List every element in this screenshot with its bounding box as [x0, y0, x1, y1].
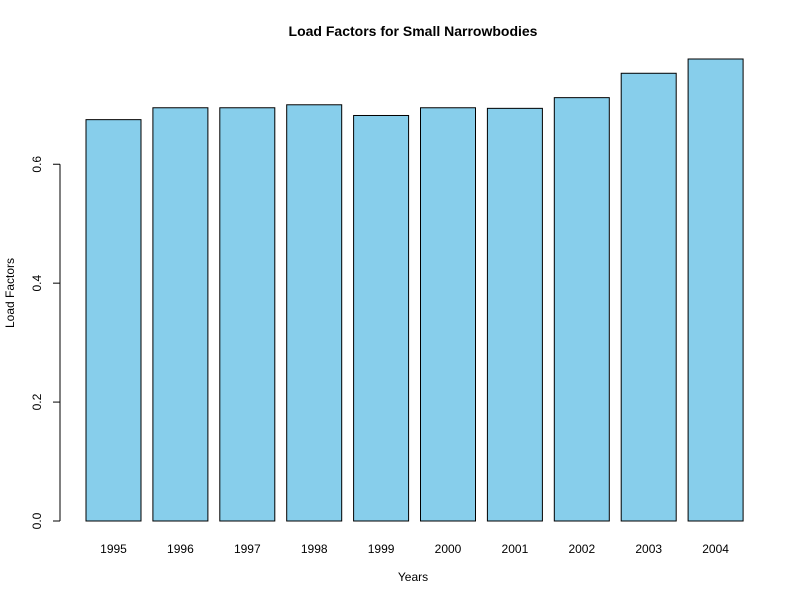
bar-1997 — [219, 107, 276, 522]
x-tick-labels: 1995 1996 1997 1998 1999 2000 2001 2002 2003 2004 — [100, 542, 729, 556]
x-tick-label-2004: 2004 — [702, 542, 729, 556]
x-tick-label-1996: 1996 — [167, 542, 194, 556]
x-tick-label-1998: 1998 — [301, 542, 328, 556]
y-axis: 0.0 0.2 0.4 0.6 — [30, 156, 61, 529]
bar-2000 — [420, 107, 476, 522]
bar-1998 — [286, 104, 343, 522]
bar-2002 — [553, 97, 610, 522]
x-tick-label-2003: 2003 — [635, 542, 662, 556]
x-tick-label-2002: 2002 — [568, 542, 595, 556]
bar-1996 — [152, 107, 209, 522]
y-axis-label: Load Factors — [3, 258, 17, 328]
bar-1999 — [353, 114, 410, 522]
bar-2003 — [620, 72, 677, 522]
x-tick-label-1995: 1995 — [100, 542, 127, 556]
y-tick-label: 0.6 — [30, 156, 44, 173]
x-tick-label-2000: 2000 — [435, 542, 462, 556]
bar-1995 — [85, 119, 142, 522]
bar-2001 — [486, 107, 543, 522]
bar-2004 — [687, 58, 744, 522]
y-tick-label: 0.0 — [30, 512, 44, 529]
x-tick-label-1999: 1999 — [368, 542, 395, 556]
x-axis-label: Years — [398, 570, 428, 584]
y-tick-label: 0.4 — [30, 274, 44, 291]
x-tick-label-1997: 1997 — [234, 542, 261, 556]
bars-group — [85, 58, 744, 522]
chart-title: Load Factors for Small Narrowbodies — [289, 23, 538, 39]
y-tick-label: 0.2 — [30, 393, 44, 410]
x-tick-label-2001: 2001 — [502, 542, 529, 556]
